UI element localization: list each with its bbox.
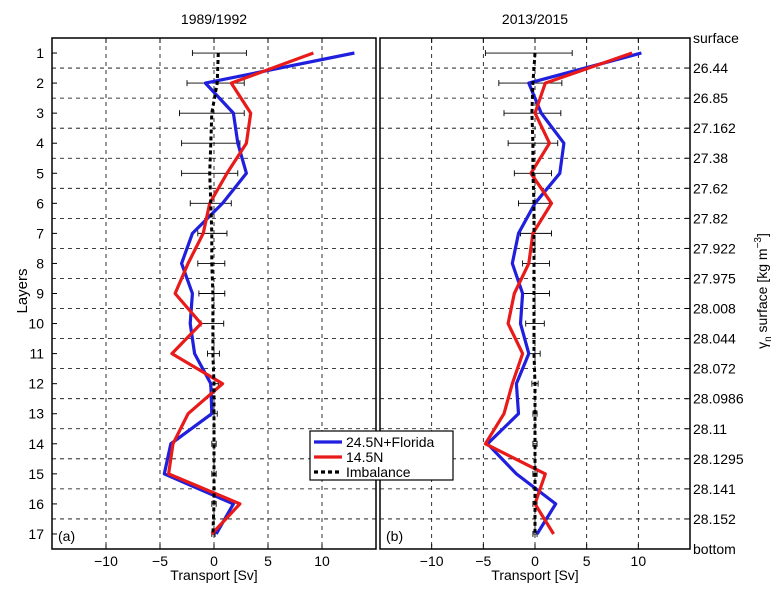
y-tick-label: 15 [28,466,44,482]
right-axis-label-gamma: γ [754,342,770,349]
right-axis-label-rest: surface [kg m [754,248,770,336]
right-tick-label: 27.82 [693,210,728,226]
panel-title: 2013/2015 [502,11,568,27]
x-tick-label: 5 [264,553,272,569]
axes-frame [51,37,377,550]
right-tick-label: 28.044 [693,331,736,347]
series-line-imbalance [530,52,537,534]
y-tick-label: 12 [28,376,44,392]
right-tick-label: 28.1295 [693,451,744,467]
y-tick-label: 1 [36,45,44,61]
y-tick-label: 3 [36,105,44,121]
axes-frame [379,37,691,550]
y-tick-label: 17 [28,526,44,542]
right-tick-label: 27.162 [693,120,736,136]
right-axis-label-sup: −3 [753,237,764,249]
y-tick-label: 16 [28,496,44,512]
x-tick-label: 0 [210,553,218,569]
y-tick-label: 9 [36,286,44,302]
right-tick-label: 27.975 [693,270,736,286]
x-tick-label: −10 [94,553,118,569]
x-tick-label: 10 [631,553,647,569]
right-tick-label: 28.0986 [693,391,744,407]
x-tick-label: 0 [531,553,539,569]
right-tick-label: 28.11 [693,421,727,437]
series-line-imbalance [208,52,220,535]
right-tick-label: 28.152 [693,511,736,527]
legend-label: 24.5N+Florida [346,434,435,450]
y-tick-label: 6 [36,195,44,211]
panel-title: 1989/1992 [181,11,247,27]
y-tick-label: 14 [28,436,44,452]
y-tick-label: 11 [29,346,44,362]
right-tick-label: 28.072 [693,361,736,377]
right-tick-label: 26.44 [693,60,728,76]
right-tick-label: 27.922 [693,240,736,256]
series-line-14-5n [483,51,633,535]
right-tick-label: bottom [693,541,736,557]
right-tick-label: 28.141 [693,481,736,497]
y-tick-label: 10 [28,316,44,332]
right-tick-label: 27.38 [693,150,728,166]
panel-label: (a) [58,528,75,544]
right-axis-label-sub: n [763,336,774,342]
series-line-24-5n-florida [162,51,355,535]
x-tick-label: 5 [583,553,591,569]
series-line-14-5n [167,51,314,536]
right-tick-label: surface [693,30,739,46]
x-axis-label: Transport [Sv] [170,567,257,583]
panel-b: 2013/2015 −10 −5 0 5 10 Transport [Sv] surface 2… [379,11,744,583]
x-tick-label: −10 [420,553,444,569]
y-tick-label: 7 [36,225,44,241]
right-tick-label: 26.85 [693,90,728,106]
panel-label: (b) [386,528,403,544]
y-tick-label: 8 [36,255,44,271]
right-axis-label: γn surface [kg m−3] [753,233,774,349]
right-tick-label: 27.62 [693,180,728,196]
y-tick-label: 5 [36,165,44,181]
right-tick-label: 28.008 [693,301,736,317]
right-axis-label-end: ] [754,233,770,237]
x-tick-label: −5 [475,553,491,569]
x-tick-label: −5 [152,553,168,569]
series-line-24-5n-florida [485,51,642,535]
legend-label: Imbalance [346,464,411,480]
y-axis-label: Layers [14,268,31,313]
y-tick-label: 13 [28,406,44,422]
x-axis-label: Transport [Sv] [491,567,578,583]
y-tick-label: 2 [36,75,44,91]
legend-label: 14.5N [346,449,383,465]
y-tick-label: 4 [36,135,44,151]
x-tick-label: 10 [314,553,330,569]
